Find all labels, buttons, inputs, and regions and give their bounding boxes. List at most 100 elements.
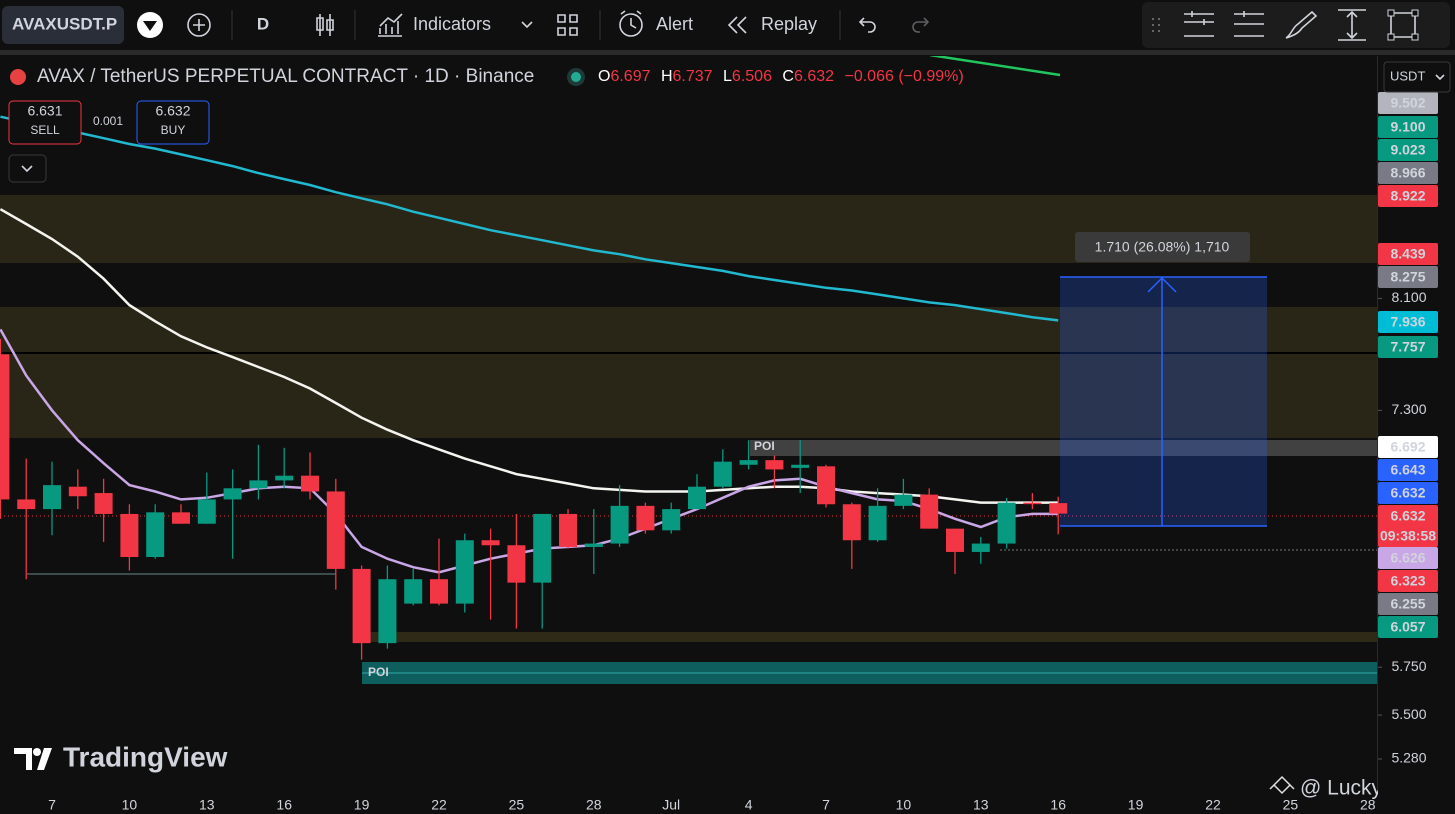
tool-brush[interactable]: [1285, 10, 1318, 39]
candle-body: [662, 509, 681, 531]
y-tick-label: 5.750: [1391, 658, 1426, 674]
price-tag: [1378, 593, 1438, 615]
price-tag: [1378, 525, 1438, 547]
price-tag-label: 6.632: [1390, 508, 1425, 524]
ohlc-value: 6.632: [794, 68, 834, 85]
add-symbol[interactable]: [187, 13, 211, 37]
watermark-logo: [14, 748, 52, 770]
x-tick-label: 4: [745, 797, 753, 813]
interval[interactable]: D: [257, 14, 269, 33]
buy-label[interactable]: BUY: [161, 123, 186, 137]
buy-button[interactable]: [136, 100, 210, 145]
x-tick-label: 19: [354, 797, 370, 813]
undo[interactable]: [858, 17, 876, 33]
measure-label: 1.710 (26.08%) 1,710: [1095, 239, 1230, 255]
candle-body: [455, 540, 474, 604]
price-tags: 9.502 9.100 9.023 8.966 8.922 8.439 8.275 7.936…: [1378, 92, 1438, 638]
candle-body: [0, 354, 10, 500]
redo[interactable]: [912, 17, 930, 33]
price-tag-label: 8.275: [1390, 269, 1425, 285]
x-tick-label: 13: [199, 797, 215, 813]
candle-body: [739, 460, 758, 465]
ohlc-legend: O6.697 H6.737 L6.506 C6.632 −0.066 (−0.9…: [598, 68, 964, 85]
candle-body: [17, 499, 36, 510]
x-tick-label: Jul: [662, 797, 680, 813]
price-tag: [1378, 336, 1438, 358]
symbol[interactable]: AVAXUSDT.P: [12, 14, 117, 33]
candle-body: [713, 461, 732, 487]
status-dot: [571, 72, 581, 82]
sell-button[interactable]: [8, 100, 82, 145]
price-tag: [1378, 243, 1438, 265]
plot: [0, 115, 1068, 660]
currency-button[interactable]: [1383, 61, 1451, 93]
price-tag-label: 7.757: [1390, 339, 1425, 355]
ohlc-letter: O: [598, 68, 610, 85]
alert[interactable]: Alert: [656, 14, 693, 34]
x-tick-label: 22: [1205, 797, 1221, 813]
x-tick-label: 7: [48, 797, 56, 813]
spread: 0.001: [93, 114, 123, 128]
ohlc-value: 6.737: [673, 68, 713, 85]
plus: [193, 19, 205, 31]
candle-body: [946, 528, 964, 552]
price-tag-label: 7.936: [1390, 314, 1425, 330]
price-tag: [1378, 616, 1438, 638]
price-tag-label: 09:38:58: [1380, 528, 1436, 544]
chevron: [1435, 74, 1445, 81]
chart-type[interactable]: [316, 14, 334, 36]
price-tag: [1378, 570, 1438, 592]
price-tag-label: 6.632: [1390, 485, 1425, 501]
price-tag: [1378, 162, 1438, 184]
x-tick-label: 10: [122, 797, 138, 813]
tool-rect-handles: [1387, 9, 1419, 41]
candle-body: [378, 579, 397, 644]
indicators-icon[interactable]: [378, 13, 403, 37]
ohlc-value: 6.506: [732, 68, 772, 85]
y-tick-label: 5.280: [1391, 750, 1426, 766]
candle-body: [275, 475, 294, 481]
tool-measure[interactable]: [1338, 9, 1366, 41]
layouts[interactable]: [557, 14, 578, 36]
candle-body: [997, 502, 1016, 544]
x-tick-label: 10: [896, 797, 912, 813]
collapse-button[interactable]: [8, 154, 47, 183]
price-tag: [1378, 482, 1438, 504]
price-tag: [1378, 311, 1438, 333]
candle-body: [120, 513, 139, 558]
x-tick-label: 13: [973, 797, 989, 813]
tool-fib[interactable]: [1184, 11, 1214, 37]
alert-icon[interactable]: [619, 13, 643, 37]
candle-body: [533, 513, 552, 583]
buy-price[interactable]: 6.632: [155, 103, 190, 119]
symbol-icon-glyph: [143, 21, 157, 31]
sell-label[interactable]: SELL: [30, 123, 60, 137]
symbol-button[interactable]: [2, 6, 124, 44]
measure-arrow: [1147, 276, 1177, 526]
x-tick-label: 7: [822, 797, 830, 813]
candle-body: [559, 513, 577, 547]
candle-body: [584, 543, 603, 547]
price-tag-label: 6.692: [1390, 439, 1425, 455]
candle-body: [326, 491, 345, 569]
watermark: TradingView: [63, 741, 228, 772]
measure-box: [1060, 277, 1267, 526]
sell-price[interactable]: 6.631: [27, 103, 62, 119]
currency[interactable]: USDT: [1390, 68, 1425, 83]
drag-handle[interactable]: [1152, 18, 1160, 32]
replay[interactable]: Replay: [761, 14, 817, 34]
chevron[interactable]: [521, 21, 533, 29]
candle-body: [197, 499, 216, 524]
tool-long[interactable]: [1234, 11, 1264, 37]
replay-icon[interactable]: [727, 16, 747, 34]
x-tick-label: 28: [586, 797, 602, 813]
x-tick-label: 22: [431, 797, 447, 813]
indicators[interactable]: Indicators: [413, 14, 491, 34]
candle-body: [791, 464, 810, 468]
x-tick-label: 16: [1050, 797, 1066, 813]
candle-body: [894, 494, 913, 506]
candle-body: [223, 488, 242, 500]
poi-label: POI: [754, 439, 775, 453]
candle-body: [94, 493, 113, 514]
price-tag: [1378, 116, 1438, 138]
